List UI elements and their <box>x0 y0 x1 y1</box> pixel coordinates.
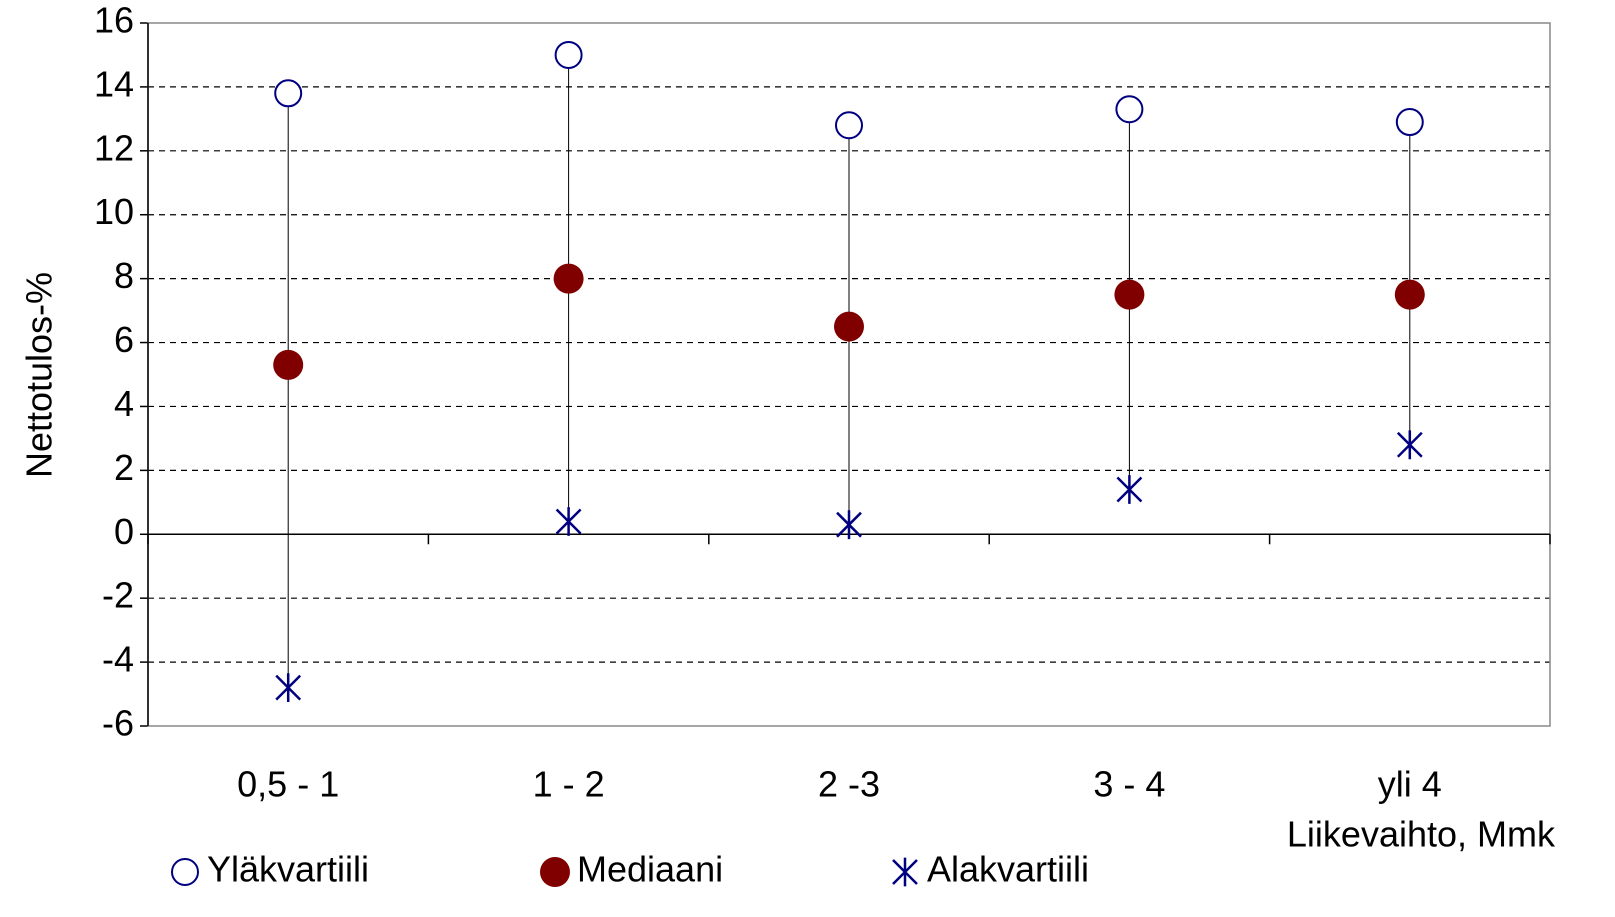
y-tick-label: 10 <box>94 191 134 232</box>
y-tick-label: 16 <box>94 0 134 41</box>
y-tick-label: -4 <box>102 639 134 680</box>
marker <box>554 40 583 69</box>
marker <box>835 111 863 140</box>
marker <box>1115 95 1144 124</box>
y-tick-label: 14 <box>94 63 134 104</box>
marker <box>1116 475 1143 504</box>
legend-label: Alakvartiili <box>927 849 1089 890</box>
marker <box>1394 279 1425 310</box>
legend-marker <box>171 858 199 886</box>
marker <box>275 673 302 703</box>
marker <box>553 263 584 294</box>
x-tick-label: 0,5 - 1 <box>237 764 339 805</box>
y-tick-label: -6 <box>102 703 134 744</box>
y-tick-label: -2 <box>102 575 134 616</box>
marker <box>836 510 862 540</box>
marker <box>1396 430 1423 460</box>
y-tick-label: 12 <box>94 127 134 168</box>
legend-marker <box>892 857 918 887</box>
y-tick-label: 0 <box>114 511 134 552</box>
y-tick-label: 8 <box>114 255 134 296</box>
x-axis-label: Liikevaihto, Mmk <box>1287 814 1556 855</box>
marker <box>274 79 303 108</box>
x-tick-label: 1 - 2 <box>533 764 605 805</box>
marker <box>555 507 582 536</box>
x-tick-label: 3 - 4 <box>1093 764 1165 805</box>
y-tick-label: 4 <box>114 383 134 424</box>
y-tick-label: 2 <box>114 447 134 488</box>
marker <box>834 311 864 342</box>
legend-marker <box>540 857 570 887</box>
legend-label: Yläkvartiili <box>207 849 369 890</box>
marker <box>273 349 304 380</box>
y-axis-label: Nettotulos-% <box>19 272 60 478</box>
x-tick-label: 2 -3 <box>818 764 880 805</box>
y-tick-label: 6 <box>114 319 134 360</box>
marker <box>1395 108 1424 137</box>
marker <box>1114 279 1145 310</box>
x-tick-label: yli 4 <box>1378 764 1442 805</box>
legend-label: Mediaani <box>577 849 723 890</box>
